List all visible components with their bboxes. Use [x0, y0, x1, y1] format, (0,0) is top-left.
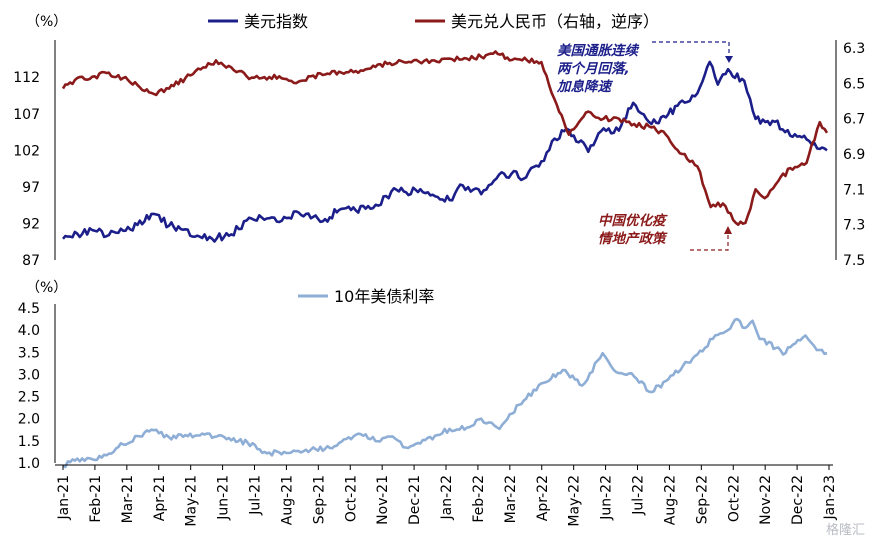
- x-tick-label: Aug-21: [279, 475, 295, 525]
- series-line-usdcny: [61, 50, 829, 226]
- top-right-tick-label: 6.7: [843, 112, 865, 128]
- bottom-left-unit-label: （%）: [26, 280, 67, 296]
- top-left-tick-label: 87: [22, 253, 40, 269]
- top-left-tick-label: 112: [13, 70, 40, 86]
- top-left-tick-label: 107: [13, 107, 40, 123]
- x-tick-label: Mar-22: [503, 475, 519, 523]
- annotation-us-inflation-line: 美国通胀连续: [557, 43, 640, 59]
- top-panel: （%） 美元指数 美元兑人民币（右轴，逆序） 87 92 97 102 107 112 6.…: [13, 12, 865, 269]
- x-tick-label: Mar-21: [120, 475, 136, 523]
- legend-label: 美元指数: [244, 12, 308, 31]
- x-tick-label: May-22: [567, 475, 583, 527]
- top-right-tick-label: 6.5: [843, 76, 865, 92]
- bottom-left-tick-label: 2.0: [18, 412, 40, 428]
- bottom-left-tick-label: 2.5: [18, 390, 40, 406]
- top-left-tick-label: 92: [22, 216, 40, 232]
- x-tick-label: Jun-21: [216, 475, 232, 521]
- x-tick-label: Nov-21: [375, 475, 391, 525]
- x-tick-label: Dec-21: [407, 475, 423, 525]
- x-tick-label: Jan-22: [439, 475, 455, 520]
- bottom-series-lines: [62, 317, 828, 469]
- x-tick-label: Nov-22: [758, 475, 774, 525]
- x-tick-label: Feb-21: [88, 475, 104, 523]
- top-right-y-ticks: 6.3 6.5 6.7 6.9 7.1 7.3 7.5: [835, 40, 865, 269]
- x-tick-label: Apr-21: [152, 475, 168, 521]
- annotation-china-policy-arrow: [724, 226, 732, 234]
- top-right-tick-label: 6.9: [843, 147, 865, 163]
- top-legend: 美元指数 美元兑人民币（右轴，逆序）: [208, 12, 659, 31]
- top-left-unit-label: （%）: [26, 14, 67, 30]
- x-tick-label: Oct-21: [343, 475, 359, 522]
- x-tick-label: Sep-22: [694, 475, 710, 524]
- legend-label: 美元兑人民币（右轴，逆序）: [451, 12, 659, 31]
- top-right-tick-label: 6.3: [843, 41, 865, 57]
- series-line-us10y: [62, 317, 828, 469]
- annotation-us-inflation-leader: [652, 41, 730, 58]
- annotation-us-inflation-line: 加息降速: [556, 79, 613, 95]
- x-axis: Jan-21 Feb-21 Mar-21 Apr-21 May-21 Jun-21 Jul-…: [55, 464, 838, 527]
- x-tick-label: Feb-22: [471, 475, 487, 523]
- annotation-china-policy-leader: [690, 232, 729, 251]
- series-line-usd-index: [62, 60, 828, 243]
- x-tick-label: Jun-22: [599, 475, 615, 521]
- bottom-left-tick-label: 1.5: [18, 434, 40, 450]
- top-series-lines: [61, 50, 829, 243]
- x-tick-label: May-21: [184, 475, 200, 527]
- x-tick-label: Jan-23: [822, 475, 838, 520]
- bottom-left-tick-label: 4.5: [18, 301, 40, 317]
- x-tick-label: Dec-22: [790, 475, 806, 525]
- top-left-tick-label: 97: [22, 180, 40, 196]
- x-tick-label: Oct-22: [726, 475, 742, 522]
- legend-label: 10年美债利率: [334, 287, 434, 306]
- top-right-tick-label: 7.5: [843, 253, 865, 269]
- top-right-tick-label: 7.1: [843, 182, 865, 198]
- x-tick-label: Jul-21: [248, 475, 264, 516]
- bottom-left-tick-label: 3.0: [18, 367, 40, 383]
- annotation-us-inflation-line: 两个月回落,: [557, 61, 630, 77]
- x-tick-label: Jul-22: [631, 475, 647, 516]
- annotation-us-inflation-arrow: [725, 56, 733, 63]
- x-tick-label: Aug-22: [662, 475, 678, 525]
- bottom-left-tick-label: 3.5: [18, 345, 40, 361]
- x-tick-label: Jan-21: [56, 475, 72, 520]
- bottom-left-tick-label: 1.0: [18, 456, 40, 472]
- bottom-left-y-ticks: 1.0 1.5 2.0 2.5 3.0 3.5 4.0 4.5: [18, 301, 56, 472]
- watermark: 格隆汇: [826, 522, 865, 538]
- top-left-tick-label: 102: [13, 143, 40, 159]
- annotation-china-policy-line: 中国优化疫: [598, 213, 668, 229]
- bottom-left-tick-label: 4.0: [18, 323, 40, 339]
- bottom-legend: 10年美债利率: [298, 287, 434, 306]
- x-tick-label: Sep-21: [311, 475, 327, 524]
- x-tick-label: Apr-22: [535, 475, 551, 521]
- bottom-panel: （%） 10年美债利率 1.0 1.5 2.0 2.5 3.0 3.5 4.0 4.5: [18, 280, 828, 472]
- top-right-tick-label: 7.3: [843, 218, 865, 234]
- annotation-china-policy-line: 情地产政策: [598, 231, 668, 247]
- top-left-y-ticks: 87 92 97 102 107 112: [13, 40, 56, 269]
